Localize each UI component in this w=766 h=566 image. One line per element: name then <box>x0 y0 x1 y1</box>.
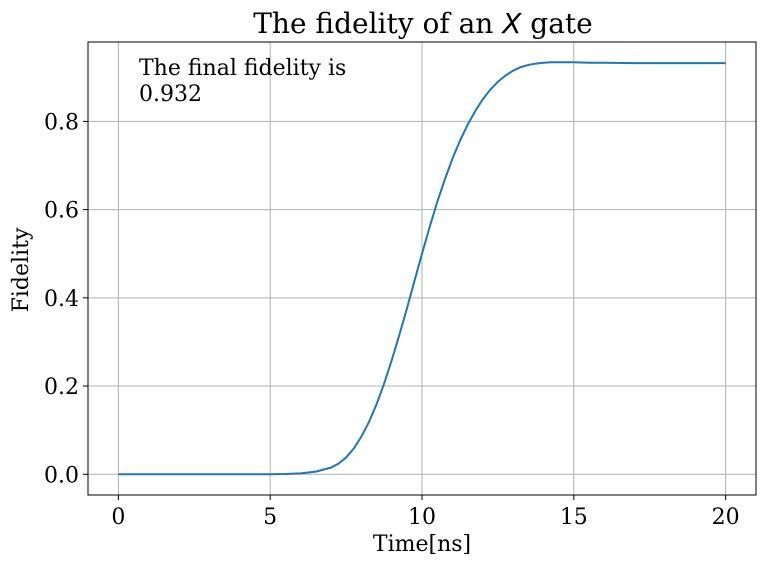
x-axis-label: Time[ns] <box>373 532 471 557</box>
tick-group: 0 5 10 15 20 0.0 0.2 0.4 0.6 0.8 <box>44 110 740 530</box>
title-prefix: The fidelity of an <box>253 7 502 40</box>
fidelity-line <box>118 61 726 476</box>
x-tick-label: 0 <box>111 505 125 530</box>
y-tick-label: 0.2 <box>44 375 79 400</box>
grid-lines <box>88 42 756 495</box>
x-tick-label: 10 <box>408 505 436 530</box>
x-tick-label: 15 <box>560 505 588 530</box>
y-tick-label: 0.0 <box>44 463 79 488</box>
x-tick-label: 20 <box>712 505 740 530</box>
annotation-line-2: 0.932 <box>139 82 202 107</box>
y-tick-label: 0.6 <box>44 199 79 224</box>
y-tick-label: 0.8 <box>44 110 79 135</box>
y-axis-label: Fidelity <box>9 227 34 312</box>
x-tick-label: 5 <box>263 505 277 530</box>
y-tick-label: 0.4 <box>44 287 79 312</box>
title-variable: X <box>500 7 522 40</box>
chart-title: The fidelity of an X gate <box>253 7 593 40</box>
title-suffix: gate <box>521 7 592 40</box>
series-group <box>118 61 726 476</box>
annotation-line-1: The final fidelity is <box>139 56 346 81</box>
